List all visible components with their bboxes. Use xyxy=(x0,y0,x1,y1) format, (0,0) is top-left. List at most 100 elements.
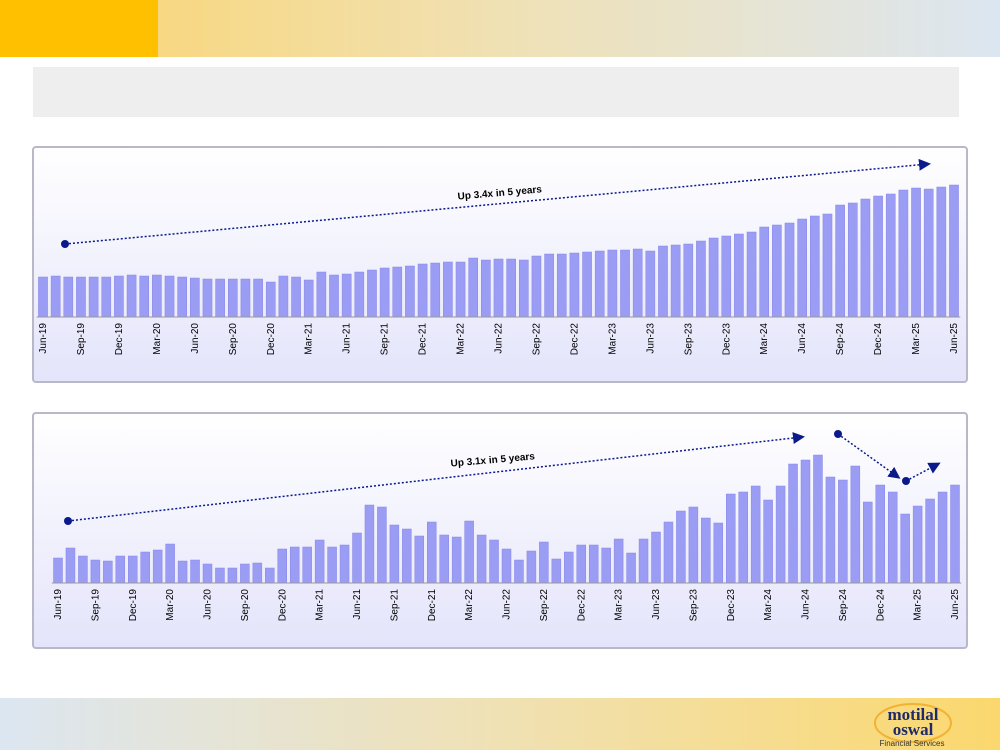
x-tick-label: Mar-21 xyxy=(315,589,326,621)
bar xyxy=(417,263,428,318)
x-tick-label: Jun-20 xyxy=(190,323,201,354)
bar xyxy=(354,271,365,318)
chart: Up 3.1x in 5 years Jun-19 Sep-19 Dec-19 Mar… xyxy=(51,430,962,622)
bar xyxy=(253,278,263,318)
bar xyxy=(696,240,706,318)
footer-band xyxy=(0,698,1000,750)
x-tick-label: Jun-19 xyxy=(38,323,49,354)
bar xyxy=(847,202,858,318)
bar xyxy=(800,459,811,584)
x-tick-label: Sep-23 xyxy=(688,589,699,622)
bar xyxy=(165,543,175,584)
bar xyxy=(775,485,786,584)
bar xyxy=(439,534,449,584)
bar xyxy=(215,278,225,318)
bar xyxy=(265,567,275,584)
x-tick-label: Jun-23 xyxy=(651,589,662,620)
x-tick-label: Jun-24 xyxy=(797,323,808,354)
trend-arrow xyxy=(67,432,805,522)
x-tick-label: Mar-23 xyxy=(607,323,618,355)
x-tick-label: Jun-21 xyxy=(352,589,363,620)
bar xyxy=(670,244,681,318)
bar xyxy=(613,538,624,584)
bar xyxy=(240,563,250,584)
arrow-dot xyxy=(64,517,72,525)
bar xyxy=(638,538,649,584)
x-tick-label: Mar-23 xyxy=(614,589,625,621)
bar xyxy=(863,501,873,584)
bar xyxy=(949,184,959,318)
bar xyxy=(632,248,643,318)
bar xyxy=(898,189,909,318)
bar xyxy=(551,558,562,584)
bar xyxy=(352,532,362,584)
x-tick-label: Dec-23 xyxy=(721,323,732,356)
bar xyxy=(76,276,86,318)
bar xyxy=(701,517,711,584)
bar xyxy=(489,539,499,584)
bar xyxy=(526,550,537,584)
logo-tagline: Financial Services xyxy=(880,739,945,748)
trend-arrow xyxy=(64,158,931,245)
bar xyxy=(103,560,113,584)
bar xyxy=(937,491,948,584)
bar xyxy=(38,276,48,318)
bar xyxy=(588,544,599,584)
bar xyxy=(683,243,694,318)
bar xyxy=(476,534,487,584)
x-tick-label: Dec-19 xyxy=(128,589,139,622)
bar xyxy=(936,186,947,318)
x-tick-label: Sep-21 xyxy=(380,323,391,356)
bar xyxy=(544,253,554,318)
bar xyxy=(339,544,350,584)
bar xyxy=(277,548,287,584)
subtitle-box xyxy=(33,67,959,117)
bar xyxy=(911,187,921,318)
bar xyxy=(501,548,512,584)
bar xyxy=(278,275,289,318)
bar xyxy=(912,505,923,584)
bar xyxy=(607,249,618,318)
x-tick-label: Sep-21 xyxy=(389,589,400,622)
bar xyxy=(202,278,213,318)
bar xyxy=(115,555,126,584)
x-tick-label: Dec-24 xyxy=(875,589,886,622)
bar xyxy=(443,261,453,318)
bar xyxy=(676,510,686,584)
bar xyxy=(405,265,415,318)
x-tick-label: Sep-24 xyxy=(838,589,849,622)
bar xyxy=(746,231,757,318)
x-tick-label: Dec-22 xyxy=(569,323,580,356)
bar xyxy=(822,213,833,318)
bar xyxy=(721,235,732,318)
bar xyxy=(873,195,883,318)
x-tick-label: Sep-24 xyxy=(835,323,846,356)
bar xyxy=(464,520,474,584)
x-tick-label: Jun-22 xyxy=(494,323,505,354)
bar xyxy=(925,498,935,584)
bar xyxy=(430,262,441,318)
x-tick-label: Jun-24 xyxy=(801,589,812,620)
x-tick-label: Mar-24 xyxy=(763,589,774,621)
bar xyxy=(152,549,163,584)
x-tick-label: Jun-22 xyxy=(502,589,513,620)
bar xyxy=(481,259,491,318)
x-tick-label: Mar-25 xyxy=(913,589,924,621)
bar xyxy=(569,252,580,318)
x-tick-label: Mar-20 xyxy=(152,323,163,355)
arrow-dot xyxy=(834,430,842,438)
chart-frame xyxy=(32,412,968,649)
bar xyxy=(140,551,150,584)
x-tick-label: Sep-20 xyxy=(240,589,251,622)
bar xyxy=(688,506,699,584)
x-tick-label: Sep-23 xyxy=(683,323,694,356)
bar xyxy=(126,274,137,318)
x-tick-label: Jun-19 xyxy=(53,589,64,620)
x-tick-label: Mar-20 xyxy=(165,589,176,621)
x-tick-label: Dec-21 xyxy=(418,323,429,356)
bar xyxy=(539,541,549,584)
bar xyxy=(455,261,466,318)
bar xyxy=(887,491,898,584)
x-tick-label: Dec-22 xyxy=(576,589,587,622)
x-tick-label: Sep-19 xyxy=(90,589,101,622)
